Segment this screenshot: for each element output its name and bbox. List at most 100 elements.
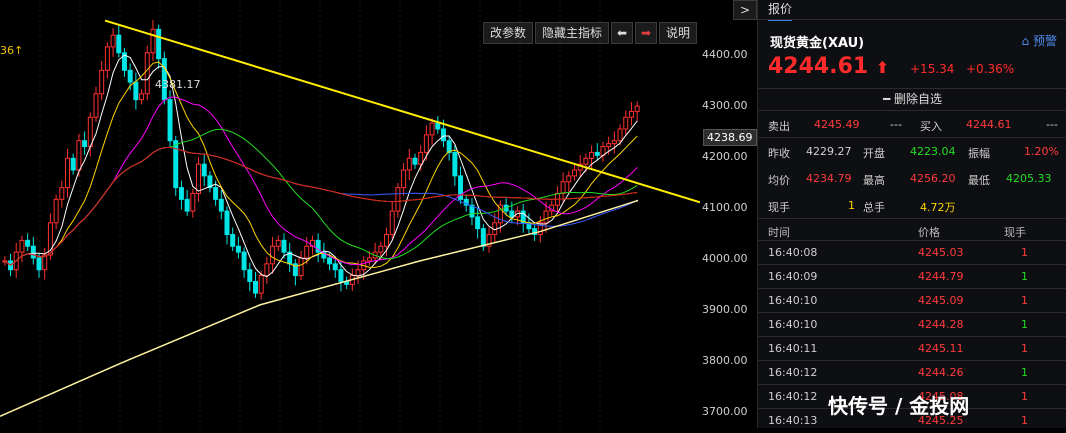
candle-body: [332, 263, 338, 271]
instrument-name: 现货黄金(XAU): [770, 36, 865, 51]
candle-body: [65, 157, 71, 189]
y-tick-label: 3700.00: [702, 405, 748, 418]
trade-time: 16:40:09: [768, 270, 818, 283]
candle-body: [87, 116, 93, 148]
sell-value: 4245.49: [814, 118, 860, 131]
trade-volume: 1: [1021, 342, 1028, 355]
candle-body: [292, 263, 298, 277]
help-button[interactable]: 说明: [658, 22, 697, 44]
ma-line: [4, 146, 638, 266]
ma-line: [4, 146, 638, 266]
candle-body: [480, 228, 486, 247]
buy-dash: ---: [1046, 118, 1058, 131]
candle-body: [281, 239, 287, 253]
candlestick-chart: [0, 0, 700, 428]
alert-label: 预警: [1032, 34, 1057, 48]
last-price-value: 4244.61: [768, 54, 869, 79]
price-change: +15.34: [910, 62, 955, 76]
candle-body: [327, 257, 333, 265]
candle-body: [571, 169, 577, 177]
candle-body: [104, 46, 110, 71]
divider: [758, 137, 1066, 138]
candle-body: [594, 151, 600, 156]
candle-body: [315, 239, 321, 253]
remove-watchlist-button[interactable]: ━ 删除自选: [758, 90, 1066, 107]
peak-price-label: 4381.17: [155, 78, 201, 91]
ma-line: [4, 61, 638, 268]
trade-time: 16:40:13: [768, 414, 818, 427]
trades-price-header: 价格: [918, 226, 940, 239]
candle-body: [196, 163, 202, 194]
divider: [758, 110, 1066, 111]
watermark-brand: 快传号 / 金投网: [828, 394, 970, 418]
candle-body: [93, 93, 99, 118]
trade-price: 4245.25: [918, 414, 964, 427]
low-value: 4205.33: [1006, 172, 1052, 185]
indicator-tag: 36↑: [0, 44, 24, 57]
buy-value: 4244.61: [966, 118, 1012, 131]
candle-body: [201, 163, 207, 177]
trade-time: 16:40:08: [768, 246, 818, 259]
candle-body: [423, 134, 429, 153]
trade-price: 4244.26: [918, 366, 964, 379]
open-label: 开盘: [863, 147, 885, 160]
trade-time: 16:40:10: [768, 318, 818, 331]
candle-body: [59, 187, 65, 200]
candle-body: [446, 140, 452, 153]
edit-params-button[interactable]: 改参数: [482, 22, 533, 44]
long-ma-curve: [0, 199, 639, 417]
candle-body: [429, 122, 435, 136]
alert-button[interactable]: ⌂ 预警: [1022, 32, 1057, 49]
candle-body: [583, 157, 589, 165]
trade-price: 4245.03: [918, 246, 964, 259]
candle-body: [412, 157, 418, 165]
candle-body: [486, 234, 492, 247]
candle-body: [116, 34, 122, 54]
y-tick-label: 3900.00: [702, 303, 748, 316]
candle-body: [475, 216, 481, 230]
divider: [758, 218, 1066, 219]
ma-line: [4, 54, 638, 278]
quote-panel: 报价 现货黄金(XAU) ⌂ 预警 4244.61 ⬆ +15.34 +0.36…: [757, 0, 1066, 428]
tab-quote[interactable]: 报价: [768, 0, 793, 21]
candle-body: [247, 269, 253, 282]
candle-body: [401, 169, 407, 189]
high-value: 4256.20: [910, 172, 956, 185]
candle-body: [389, 210, 395, 236]
candle-body: [19, 239, 25, 253]
collapse-panel-icon[interactable]: >: [733, 0, 757, 20]
total-label: 总手: [863, 201, 885, 214]
candle-body: [230, 234, 236, 247]
candle-body: [497, 204, 503, 224]
candle-body: [560, 181, 566, 194]
candle-body: [520, 210, 526, 224]
candle-body: [42, 254, 48, 271]
resistance-trendline: [104, 19, 700, 204]
candle-body: [53, 198, 59, 224]
trade-price: 4245.09: [918, 294, 964, 307]
volume-label: 现手: [768, 201, 790, 214]
candle-body: [167, 99, 173, 142]
avg-label: 均价: [768, 174, 790, 187]
candle-body: [190, 192, 196, 212]
candle-body: [235, 245, 241, 253]
hide-main-indicator-button[interactable]: 隐藏主指标: [534, 22, 609, 44]
candle-body: [161, 58, 167, 101]
trade-row: 16:40:09 4244.79 1: [758, 264, 1066, 289]
trade-price: 4244.79: [918, 270, 964, 283]
candle-body: [70, 157, 76, 171]
trade-row: 16:40:13 4245.25 1: [758, 408, 1066, 433]
candle-body: [264, 263, 270, 277]
candle-body: [623, 116, 629, 130]
arrow-left-icon[interactable]: ⬅: [610, 22, 633, 44]
candle-body: [241, 251, 247, 271]
up-arrow-icon: ⬆: [875, 58, 890, 77]
trade-volume: 1: [1021, 318, 1028, 331]
candle-body: [76, 140, 82, 171]
candle-body: [304, 245, 310, 259]
buy-label: 买入: [920, 120, 942, 133]
minus-icon: ━: [882, 92, 895, 106]
arrow-right-icon[interactable]: ➡: [634, 22, 657, 44]
candle-body: [589, 151, 595, 159]
divider: [758, 88, 1066, 89]
